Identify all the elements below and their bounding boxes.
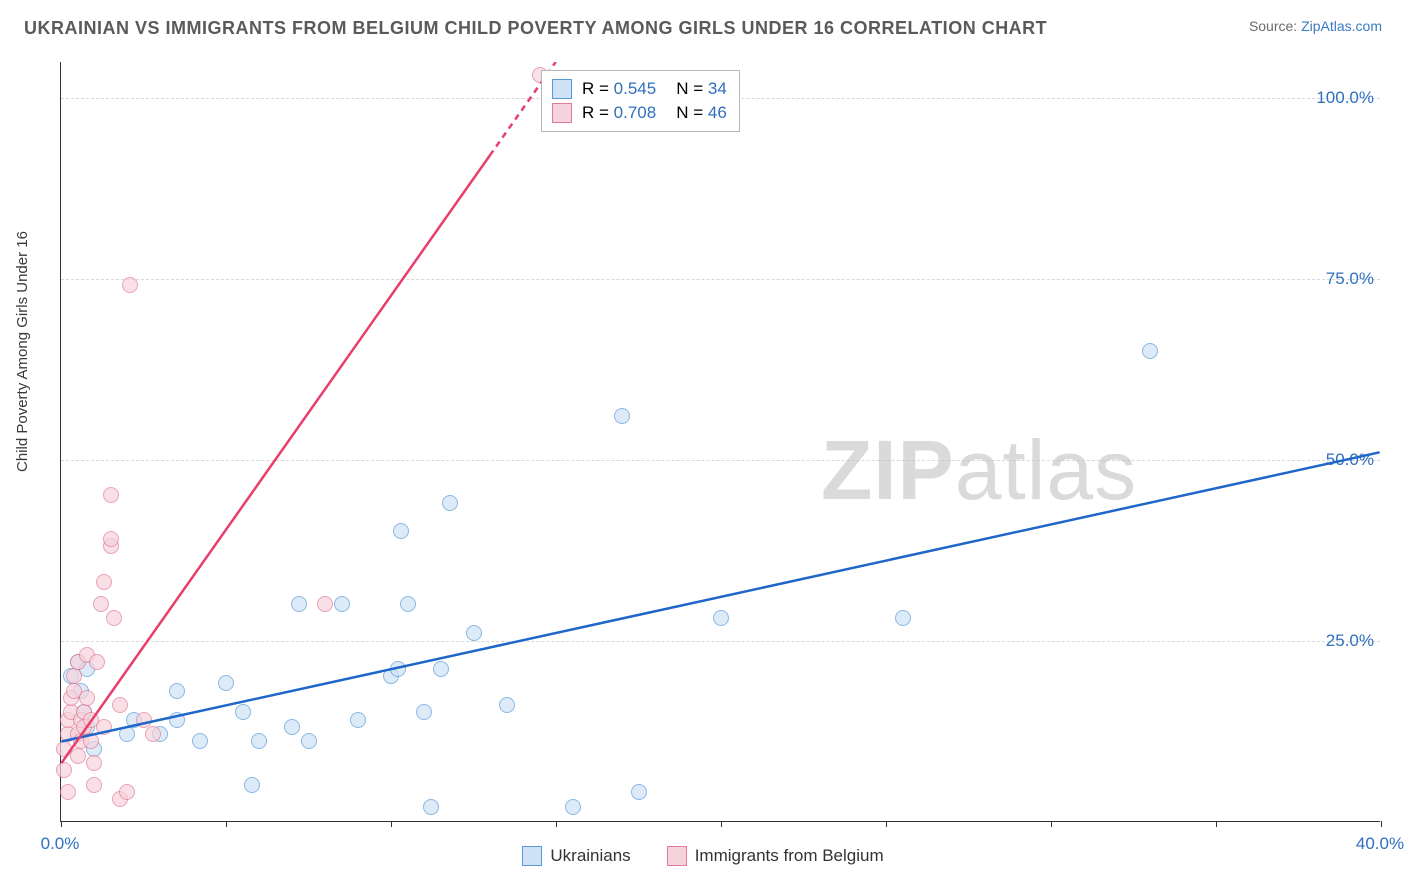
- watermark: ZIPatlas: [821, 422, 1137, 519]
- y-tick-label: 100.0%: [1316, 88, 1374, 108]
- data-point: [284, 719, 300, 735]
- gridline: [61, 279, 1380, 280]
- legend-label: Immigrants from Belgium: [695, 846, 884, 866]
- data-point: [169, 712, 185, 728]
- data-point: [317, 596, 333, 612]
- data-point: [70, 748, 86, 764]
- source-link[interactable]: ZipAtlas.com: [1301, 18, 1382, 34]
- x-tick: [61, 821, 62, 827]
- data-point: [433, 661, 449, 677]
- chart-title: UKRAINIAN VS IMMIGRANTS FROM BELGIUM CHI…: [24, 18, 1047, 39]
- x-tick-label: 40.0%: [1356, 834, 1404, 854]
- data-point: [442, 495, 458, 511]
- source-attribution: Source: ZipAtlas.com: [1249, 18, 1382, 34]
- data-point: [112, 697, 128, 713]
- x-tick: [1381, 821, 1382, 827]
- series-swatch: [552, 79, 572, 99]
- data-point: [56, 762, 72, 778]
- legend-swatch: [522, 846, 542, 866]
- y-tick-label: 25.0%: [1326, 631, 1374, 651]
- data-point: [60, 784, 76, 800]
- x-tick: [226, 821, 227, 827]
- data-point: [244, 777, 260, 793]
- data-point: [89, 654, 105, 670]
- y-tick-label: 75.0%: [1326, 269, 1374, 289]
- data-point: [192, 733, 208, 749]
- data-point: [423, 799, 439, 815]
- data-point: [103, 531, 119, 547]
- x-tick: [391, 821, 392, 827]
- gridline: [61, 641, 1380, 642]
- x-tick: [1051, 821, 1052, 827]
- data-point: [83, 733, 99, 749]
- x-tick: [721, 821, 722, 827]
- legend-item: Immigrants from Belgium: [667, 846, 884, 866]
- data-point: [136, 712, 152, 728]
- data-point: [96, 719, 112, 735]
- data-point: [499, 697, 515, 713]
- x-tick: [886, 821, 887, 827]
- data-point: [301, 733, 317, 749]
- chart-container: Child Poverty Among Girls Under 16 ZIPat…: [0, 52, 1406, 872]
- y-tick-label: 50.0%: [1326, 450, 1374, 470]
- data-point: [1142, 343, 1158, 359]
- data-point: [713, 610, 729, 626]
- data-point: [631, 784, 647, 800]
- data-point: [334, 596, 350, 612]
- data-point: [103, 487, 119, 503]
- data-point: [86, 777, 102, 793]
- legend-label: Ukrainians: [550, 846, 630, 866]
- data-point: [145, 726, 161, 742]
- legend-item: Ukrainians: [522, 846, 630, 866]
- data-point: [291, 596, 307, 612]
- y-axis-label: Child Poverty Among Girls Under 16: [14, 231, 31, 472]
- data-point: [393, 523, 409, 539]
- data-point: [235, 704, 251, 720]
- data-point: [106, 610, 122, 626]
- series-swatch: [552, 103, 572, 123]
- data-point: [66, 668, 82, 684]
- data-point: [122, 277, 138, 293]
- data-point: [390, 661, 406, 677]
- data-point: [614, 408, 630, 424]
- data-point: [119, 784, 135, 800]
- plot-area: ZIPatlas R = 0.545N = 34R = 0.708N = 46 …: [60, 62, 1380, 822]
- x-tick: [1216, 821, 1217, 827]
- stats-row: R = 0.708N = 46: [552, 101, 727, 125]
- data-point: [895, 610, 911, 626]
- data-point: [218, 675, 234, 691]
- data-point: [86, 755, 102, 771]
- trend-lines: [61, 62, 1380, 821]
- gridline: [61, 460, 1380, 461]
- data-point: [565, 799, 581, 815]
- data-point: [466, 625, 482, 641]
- correlation-stats-box: R = 0.545N = 34R = 0.708N = 46: [541, 70, 740, 132]
- data-point: [96, 574, 112, 590]
- data-point: [79, 690, 95, 706]
- data-point: [251, 733, 267, 749]
- x-tick-label: 0.0%: [41, 834, 80, 854]
- legend-swatch: [667, 846, 687, 866]
- data-point: [400, 596, 416, 612]
- data-point: [350, 712, 366, 728]
- data-point: [93, 596, 109, 612]
- x-tick: [556, 821, 557, 827]
- data-point: [416, 704, 432, 720]
- data-point: [169, 683, 185, 699]
- stats-row: R = 0.545N = 34: [552, 77, 727, 101]
- legend: Ukrainians Immigrants from Belgium: [0, 846, 1406, 866]
- data-point: [119, 726, 135, 742]
